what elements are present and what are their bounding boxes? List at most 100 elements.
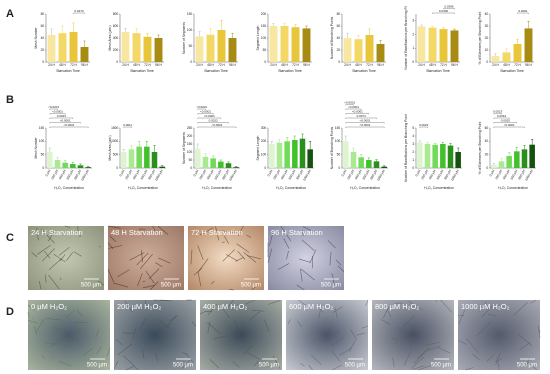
error-bar [283, 22, 286, 26]
p-value: <0.0001 [360, 119, 371, 123]
x-tick-label: 800 µM [443, 169, 452, 181]
y-tick-label: 150 [335, 126, 341, 130]
bar [206, 34, 215, 62]
p-value: 0.0023 [419, 123, 429, 127]
x-tick-label: 72 H [514, 63, 521, 67]
x-axis-title: H₂O₂ Concentration [128, 186, 158, 190]
x-tick-label: 400 µM [206, 169, 215, 181]
x-axis-title: Starvation Time [56, 69, 80, 73]
p-value: <0.0001 [360, 123, 371, 127]
bar [233, 167, 239, 168]
bar [514, 151, 520, 168]
error-bar [48, 147, 52, 152]
p-value: 0.0012 [209, 119, 219, 123]
x-tick-label: 48 H [429, 63, 436, 67]
y-tick-label: 100 [335, 139, 341, 143]
x-axis-title: H₂O₂ Concentration [498, 186, 528, 190]
error-bar [211, 155, 215, 159]
y-axis-title: Number of Segments [182, 132, 186, 164]
y-axis-title: Number of Ramifications per Branching Po… [404, 114, 408, 182]
p-value: 0.0470 [74, 9, 84, 13]
error-bar [79, 163, 82, 166]
error-bar [505, 48, 508, 53]
x-tick-label: 24 H [270, 63, 277, 67]
scale-label: 500 µm [431, 363, 451, 369]
scale-label: 500 µm [241, 283, 261, 289]
x-tick-label: 96 H [377, 63, 384, 67]
bar [491, 56, 500, 62]
bar [195, 36, 204, 62]
y-tick-label: 1000 [111, 139, 118, 143]
x-tick-label: 600 µM [214, 169, 223, 181]
y-tick-label: 50 [337, 153, 341, 157]
x-tick-label: 96 H [155, 63, 162, 67]
significance-bracket [345, 117, 377, 119]
bar [455, 152, 461, 168]
error-bar [124, 28, 127, 32]
bar [366, 160, 372, 168]
x-tick-label: 96 H [81, 63, 88, 67]
error-bar [375, 159, 378, 162]
error-bar [516, 38, 519, 44]
y-tick-label: 60 [485, 126, 489, 130]
significance-bracket [49, 108, 58, 110]
error-bar [278, 139, 281, 143]
x-tick-label: 0 µM [488, 169, 495, 177]
bar [80, 47, 89, 62]
significance-bracket [345, 108, 362, 110]
y-axis-title: Segment Length [256, 135, 260, 160]
x-tick-label: 200 µM [198, 169, 207, 181]
significance-bracket [345, 104, 354, 106]
y-axis-title: Number of Segments [182, 22, 186, 54]
error-bar [83, 40, 86, 47]
error-bar [420, 24, 423, 27]
bar [440, 144, 446, 168]
x-tick-label: 72 H [218, 63, 225, 67]
y-tick-label: 0 [116, 60, 118, 64]
error-bar [135, 28, 138, 34]
p-value: 0.0001 [518, 9, 528, 13]
bar [121, 32, 130, 62]
y-tick-label: 4 [412, 134, 414, 138]
x-tick-label: 600 µM [362, 169, 371, 181]
bar [358, 157, 364, 168]
x-tick-label: 1000 µM [228, 169, 238, 182]
x-tick-label: 72 H [292, 63, 299, 67]
bar [291, 27, 300, 62]
image-label: 1000 µM H₂O₂ [461, 302, 510, 311]
bar [47, 152, 53, 168]
error-bar [50, 28, 53, 35]
bar [269, 26, 278, 62]
y-tick-label: 150 [39, 126, 45, 130]
error-bar [146, 32, 149, 37]
image-label: 400 µM H₂O₂ [203, 302, 247, 311]
y-tick-label: 50 [263, 48, 267, 52]
y-tick-label: 100 [261, 36, 267, 40]
scale-label: 500 µm [161, 283, 181, 289]
scale-label: 500 µm [259, 363, 279, 369]
p-value: <0.0001 [60, 119, 71, 123]
bar [498, 161, 505, 168]
bar [121, 152, 127, 168]
y-tick-label: 50 [189, 158, 193, 162]
y-tick-label: 100 [187, 150, 193, 154]
x-axis-title: Starvation Time [352, 69, 376, 73]
bar [447, 145, 454, 168]
y-tick-label: 0 [338, 60, 340, 64]
bar [280, 26, 289, 62]
y-tick-label: 100 [187, 28, 193, 32]
p-value: <0.0001 [204, 114, 215, 118]
x-tick-label: 0 µM [192, 169, 199, 177]
x-tick-label: 800 µM [73, 169, 82, 181]
p-value: <0.0001 [348, 105, 359, 109]
bar [69, 32, 78, 62]
y-tick-label: 0 [486, 166, 488, 170]
y-tick-label: 500 [113, 153, 119, 157]
y-tick-label: 20 [485, 153, 489, 157]
error-bar [344, 135, 348, 142]
scale-label: 500 µm [345, 363, 365, 369]
error-bar [426, 142, 429, 144]
x-tick-label: 600 µM [510, 169, 519, 181]
p-value: <0.0001 [64, 123, 75, 127]
significance-bracket [49, 117, 73, 119]
